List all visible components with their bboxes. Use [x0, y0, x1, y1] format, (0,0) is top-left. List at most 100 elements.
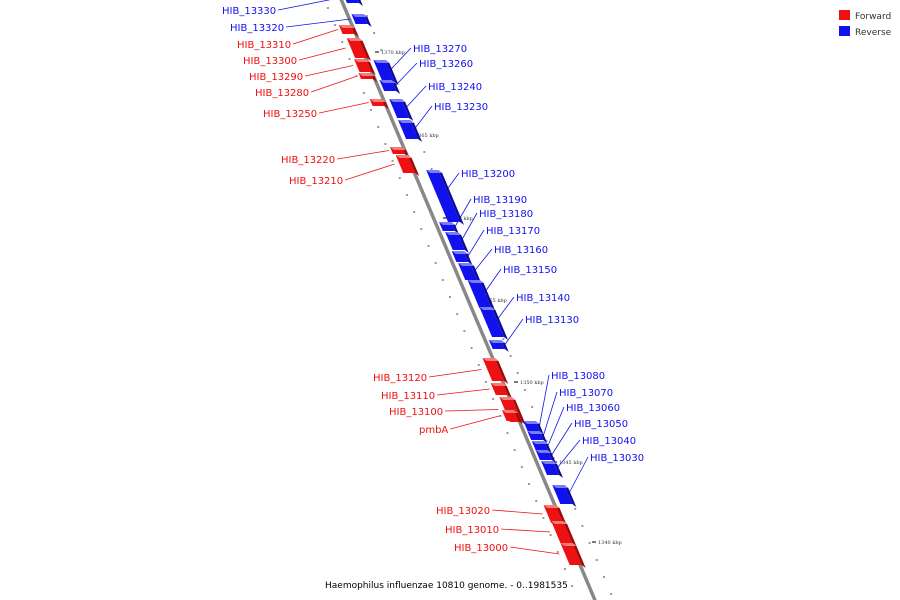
gene-label: HIB_13240: [428, 82, 482, 93]
gene-block-face: [543, 505, 564, 523]
gene-block-top: [499, 397, 516, 400]
gene-block-side: [366, 59, 376, 75]
gene-label: HIB_13250: [263, 109, 317, 120]
gene-block-face: [346, 38, 368, 58]
gene-block-side: [502, 383, 512, 398]
gene-leader-line: [556, 439, 581, 469]
gene-block-face: [458, 263, 478, 280]
gene-block-top: [389, 147, 406, 150]
genome-backbone: [339, 0, 597, 600]
gene-block: [482, 358, 509, 384]
gene-leader-line: [547, 406, 565, 447]
gene-block-side: [410, 120, 423, 142]
gene-leader-line: [278, 0, 331, 11]
gene-block-side: [535, 421, 544, 434]
gene-block-top: [439, 222, 456, 225]
gene-block-side: [494, 358, 509, 384]
gene-block: [527, 431, 548, 443]
gene-block: [369, 99, 389, 109]
gene-block: [439, 222, 459, 234]
gene-block-top: [358, 73, 375, 76]
gene-block: [373, 60, 399, 85]
gene-block: [346, 38, 372, 61]
gene-label: HIB_13310: [237, 40, 291, 51]
gene-block-top: [338, 25, 355, 28]
gene-block-side: [385, 60, 399, 85]
gene-block-face: [541, 461, 559, 475]
gene-block: [389, 147, 409, 157]
gene-block: [551, 521, 577, 546]
scale-tick-label: 1365 kbp: [415, 133, 439, 139]
gene-label: HIB_13130: [525, 315, 579, 326]
gene-block: [358, 73, 378, 82]
gene-block-face: [354, 59, 372, 72]
gene-leader-line: [345, 163, 395, 181]
gene-label: HIB_13050: [574, 419, 628, 430]
gene-label: HIB_13270: [413, 44, 467, 55]
gene-block-top: [373, 60, 390, 63]
gene-block-top: [467, 280, 484, 283]
gene-block-top: [479, 307, 496, 310]
gene-block-side: [553, 461, 563, 478]
gene-leader-line: [286, 18, 351, 28]
gene-block-top: [445, 232, 462, 235]
gene-leader-line: [299, 47, 346, 61]
gene-label: HIB_13080: [551, 371, 605, 382]
gene-leader-line: [460, 212, 478, 242]
gene-block: [351, 14, 372, 27]
gene-label: HIB_13120: [373, 373, 427, 384]
gene-label: HIB_13100: [389, 407, 443, 418]
scale-tick-label: 1355 kbp: [483, 298, 507, 304]
gene-block-top: [551, 521, 568, 524]
gene-leader-line: [404, 85, 427, 109]
gene-block-top: [379, 80, 396, 83]
gene-block-top: [523, 421, 540, 424]
gene-block-face: [445, 232, 465, 250]
gene-leader-line: [319, 102, 369, 114]
gene-block-top: [501, 410, 518, 413]
gene-block: [531, 441, 553, 454]
scale-tick-label: 1350 kbp: [520, 380, 544, 386]
gene-block-top: [541, 461, 558, 464]
gene-block-top: [535, 450, 552, 453]
gene-leader-line: [551, 422, 573, 456]
gene-leader-line: [429, 369, 482, 378]
gene-block: [338, 25, 359, 37]
gene-block: [458, 263, 482, 283]
gene-label: HIB_13070: [559, 388, 613, 399]
scale-tick-label: 1340 kbp: [598, 540, 622, 546]
gene-block: [552, 485, 577, 507]
gene-label: HIB_13030: [590, 453, 644, 464]
gene-block: [345, 0, 363, 6]
gene-block: [490, 383, 512, 398]
gene-leader-line: [413, 105, 433, 130]
gene-block: [523, 421, 544, 434]
gene-block-face: [467, 280, 492, 308]
gene-block: [398, 120, 423, 142]
gene-block-face: [426, 170, 461, 222]
gene-block-side: [563, 521, 577, 546]
gene-block-top: [369, 99, 386, 102]
gene-leader-line: [538, 374, 550, 427]
gene-block-top: [527, 431, 544, 434]
gene-block-side: [407, 155, 420, 176]
gene-leader-line: [467, 229, 485, 257]
gene-blocks: [338, 0, 586, 568]
gene-label: HIB_13170: [486, 226, 540, 237]
gene-leader-line: [510, 546, 560, 555]
gene-block-side: [513, 410, 523, 424]
gene-block: [395, 155, 420, 176]
gene-block-top: [398, 120, 415, 123]
gene-block-face: [479, 307, 505, 337]
gene-block-face: [395, 155, 416, 173]
gene-block-side: [358, 38, 372, 61]
gene-block-side: [457, 232, 469, 253]
gene-block-side: [547, 450, 556, 463]
gene-label: HIB_13330: [222, 6, 276, 17]
gene-label: HIB_13190: [473, 195, 527, 206]
gene-block-top: [389, 99, 406, 102]
gene-label: HIB_13320: [230, 23, 284, 34]
legend-forward-label: Forward: [855, 12, 891, 22]
gene-block-top: [458, 263, 475, 266]
